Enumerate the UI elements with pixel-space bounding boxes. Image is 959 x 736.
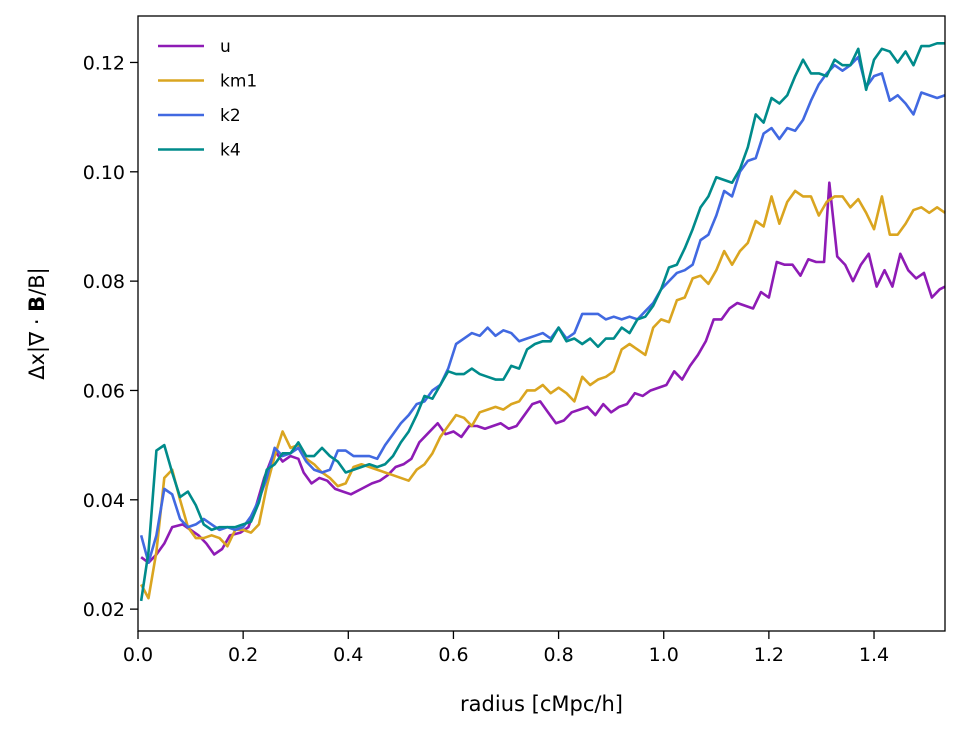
y-axis-label-bold: B bbox=[25, 296, 49, 312]
y-tick-label: 0.02 bbox=[83, 599, 125, 621]
series-group bbox=[139, 42, 946, 602]
x-axis: 0.0 0.2 0.4 0.6 0.8 1.0 1.2 1.4 bbox=[123, 631, 889, 666]
x-tick-label: 1.2 bbox=[754, 644, 784, 666]
series-line-u bbox=[140, 181, 946, 564]
legend: u km1 k2 k4 bbox=[158, 37, 257, 161]
x-tick-label: 0.0 bbox=[123, 644, 153, 666]
legend-label-k4: k4 bbox=[220, 141, 241, 161]
y-axis-label-pre: Δx|∇ · bbox=[25, 312, 50, 380]
x-axis-label: radius [cMpc/h] bbox=[460, 692, 623, 716]
legend-label-u: u bbox=[220, 37, 231, 57]
series-line-k2 bbox=[139, 55, 946, 564]
x-tick-label: 0.4 bbox=[333, 644, 363, 666]
x-tick-label: 0.8 bbox=[543, 644, 573, 666]
y-tick-label: 0.04 bbox=[83, 490, 125, 512]
y-axis-label: Δx|∇ · B/B| bbox=[25, 267, 50, 380]
series-line-k4 bbox=[139, 42, 945, 602]
x-tick-label: 1.4 bbox=[859, 644, 889, 666]
legend-label-km1: km1 bbox=[220, 72, 257, 92]
x-tick-label: 1.0 bbox=[649, 644, 679, 666]
x-tick-label: 0.6 bbox=[438, 644, 468, 666]
legend-label-k2: k2 bbox=[220, 106, 241, 126]
plot-frame bbox=[137, 15, 946, 632]
series-line-km1 bbox=[140, 189, 946, 600]
y-axis-label-post: /B| bbox=[25, 267, 50, 296]
y-tick-label: 0.06 bbox=[83, 380, 125, 402]
y-tick-label: 0.12 bbox=[83, 52, 125, 74]
y-tick-label: 0.08 bbox=[83, 271, 125, 293]
y-tick-label: 0.10 bbox=[83, 162, 125, 184]
y-axis: 0.02 0.04 0.06 0.08 0.10 0.12 bbox=[83, 52, 138, 621]
x-tick-label: 0.2 bbox=[228, 644, 258, 666]
